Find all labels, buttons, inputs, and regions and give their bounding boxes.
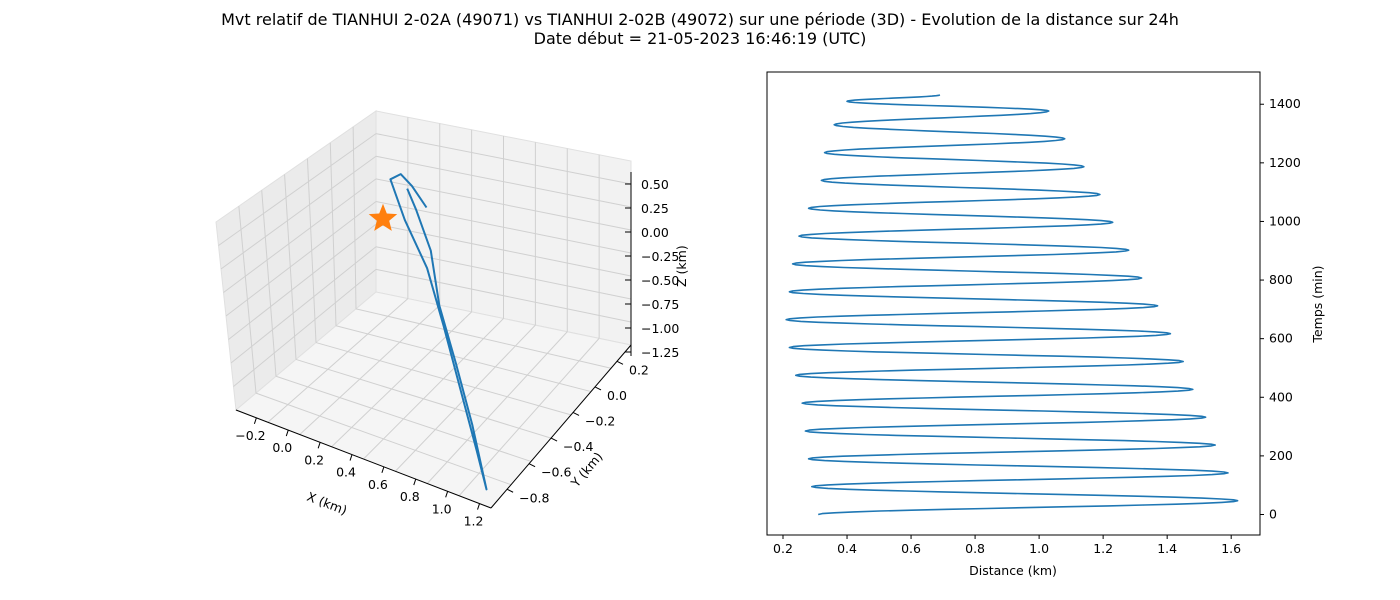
x-tick-label-3d: −0.2	[235, 428, 265, 443]
x-tick-label-3d: 0.2	[304, 452, 324, 467]
z-tick-label-3d: 0.50	[641, 177, 669, 192]
x-tick-mark-3d	[445, 491, 449, 498]
x-tick-mark-3d	[477, 503, 480, 510]
y-tick-mark-3d	[594, 386, 602, 391]
y-tick-label-3d: −0.4	[563, 439, 593, 454]
y-ticks: 0 200 400 600 800 1000 1200 1400	[1260, 96, 1301, 521]
y-axis-label-3d: Y (km)	[567, 449, 605, 491]
x-tick-label: 0.8	[965, 541, 985, 556]
x-tick-label: 1.0	[1029, 541, 1049, 556]
x-axis-line	[235, 409, 492, 509]
y-tick-label: 400	[1269, 389, 1293, 404]
x-tick-label: 1.4	[1157, 541, 1177, 556]
y-tick-label: 1400	[1269, 96, 1301, 111]
x-tick-label-3d: 0.8	[400, 489, 420, 504]
x-tick-label-3d: 1.0	[432, 501, 452, 516]
x-tick-label-3d: 0.4	[336, 465, 356, 480]
y-tick-label: 600	[1269, 331, 1293, 346]
x-axis-label-3d: X (km)	[305, 489, 349, 518]
z-axis-label-3d: Z (km)	[674, 245, 689, 287]
plot-3d: −0.20.00.20.40.60.81.01.2 0.20.0−0.2−0.4…	[215, 110, 689, 529]
x-tick-label: 0.6	[901, 541, 921, 556]
y-tick-label: 200	[1269, 448, 1293, 463]
y-tick-label-3d: −0.6	[541, 465, 571, 480]
y-tick-mark-3d	[616, 360, 624, 365]
y-tick-label: 800	[1269, 272, 1293, 287]
x-tick-label-3d: 0.0	[272, 440, 292, 455]
x-tick-label: 0.2	[773, 541, 793, 556]
z-tick-label-3d: 0.25	[641, 201, 669, 216]
z-tick-label-3d: −0.75	[641, 297, 679, 312]
y-ticks-3d: 0.20.0 −0.2 −0.4 −0.6 −0.8	[506, 360, 649, 505]
x-ticks-3d: −0.2 0.0 0.2 0.4 0.6 0.8 1.0 1.2	[235, 417, 484, 529]
z-ticks-3d: 0.50 0.25 0.00 −0.25 −0.50 −0.75 −1.00 −1.25	[625, 177, 679, 360]
y-tick-label-3d: −0.8	[519, 490, 549, 505]
y-tick-mark-3d	[506, 488, 514, 493]
y-tick-label: 1200	[1269, 155, 1301, 170]
y-tick-label: 0	[1269, 506, 1277, 521]
x-axis-label: Distance (km)	[969, 563, 1057, 578]
z-tick-label-3d: −0.25	[641, 249, 679, 264]
y-tick-label: 1000	[1269, 213, 1301, 228]
x-tick-mark-3d	[253, 417, 257, 424]
y-axis-line	[490, 344, 632, 509]
x-tick-label-3d: 0.6	[368, 477, 388, 492]
z-tick-label-3d: 0.00	[641, 225, 669, 240]
y-tick-mark-3d	[572, 412, 580, 416]
y-tick-mark-3d	[528, 463, 536, 468]
x-tick-mark-3d	[381, 466, 385, 473]
y-tick-label-3d: −0.2	[585, 413, 615, 428]
distance-series-line	[785, 94, 1239, 516]
z-tick-label-3d: −1.25	[641, 345, 679, 360]
origin-star-marker	[368, 203, 398, 231]
y-tick-label-3d: 0.0	[607, 388, 627, 403]
x-tick-label: 0.4	[837, 541, 857, 556]
chart-title-line-1: Mvt relatif de TIANHUI 2-02A (49071) vs …	[221, 10, 1179, 29]
x-tick-mark-3d	[285, 429, 289, 437]
x-tick-mark-3d	[413, 478, 417, 486]
y-tick-mark-3d	[550, 437, 558, 442]
grid-3d	[218, 117, 632, 497]
x-tick-mark-3d	[349, 454, 353, 461]
x-tick-label-3d: 1.2	[464, 514, 484, 529]
x-tick-label: 1.2	[1093, 541, 1113, 556]
x-ticks: 0.2 0.4 0.6 0.8 1.0 1.2 1.4 1.6	[773, 535, 1241, 556]
chart-title-line-2: Date début = 21-05-2023 16:46:19 (UTC)	[533, 29, 867, 48]
y-axis-label: Temps (min)	[1310, 265, 1325, 343]
z-tick-label-3d: −0.50	[641, 273, 679, 288]
x-tick-mark-3d	[317, 442, 321, 449]
plot-distance-time: 0.2 0.4 0.6 0.8 1.0 1.2 1.4 1.6 0 200 400 600 800 10…	[766, 71, 1325, 578]
z-tick-label-3d: −1.00	[641, 321, 679, 336]
trajectory-line-3d	[389, 173, 488, 491]
x-tick-label: 1.6	[1221, 541, 1241, 556]
y-tick-label-3d: 0.2	[629, 362, 649, 377]
